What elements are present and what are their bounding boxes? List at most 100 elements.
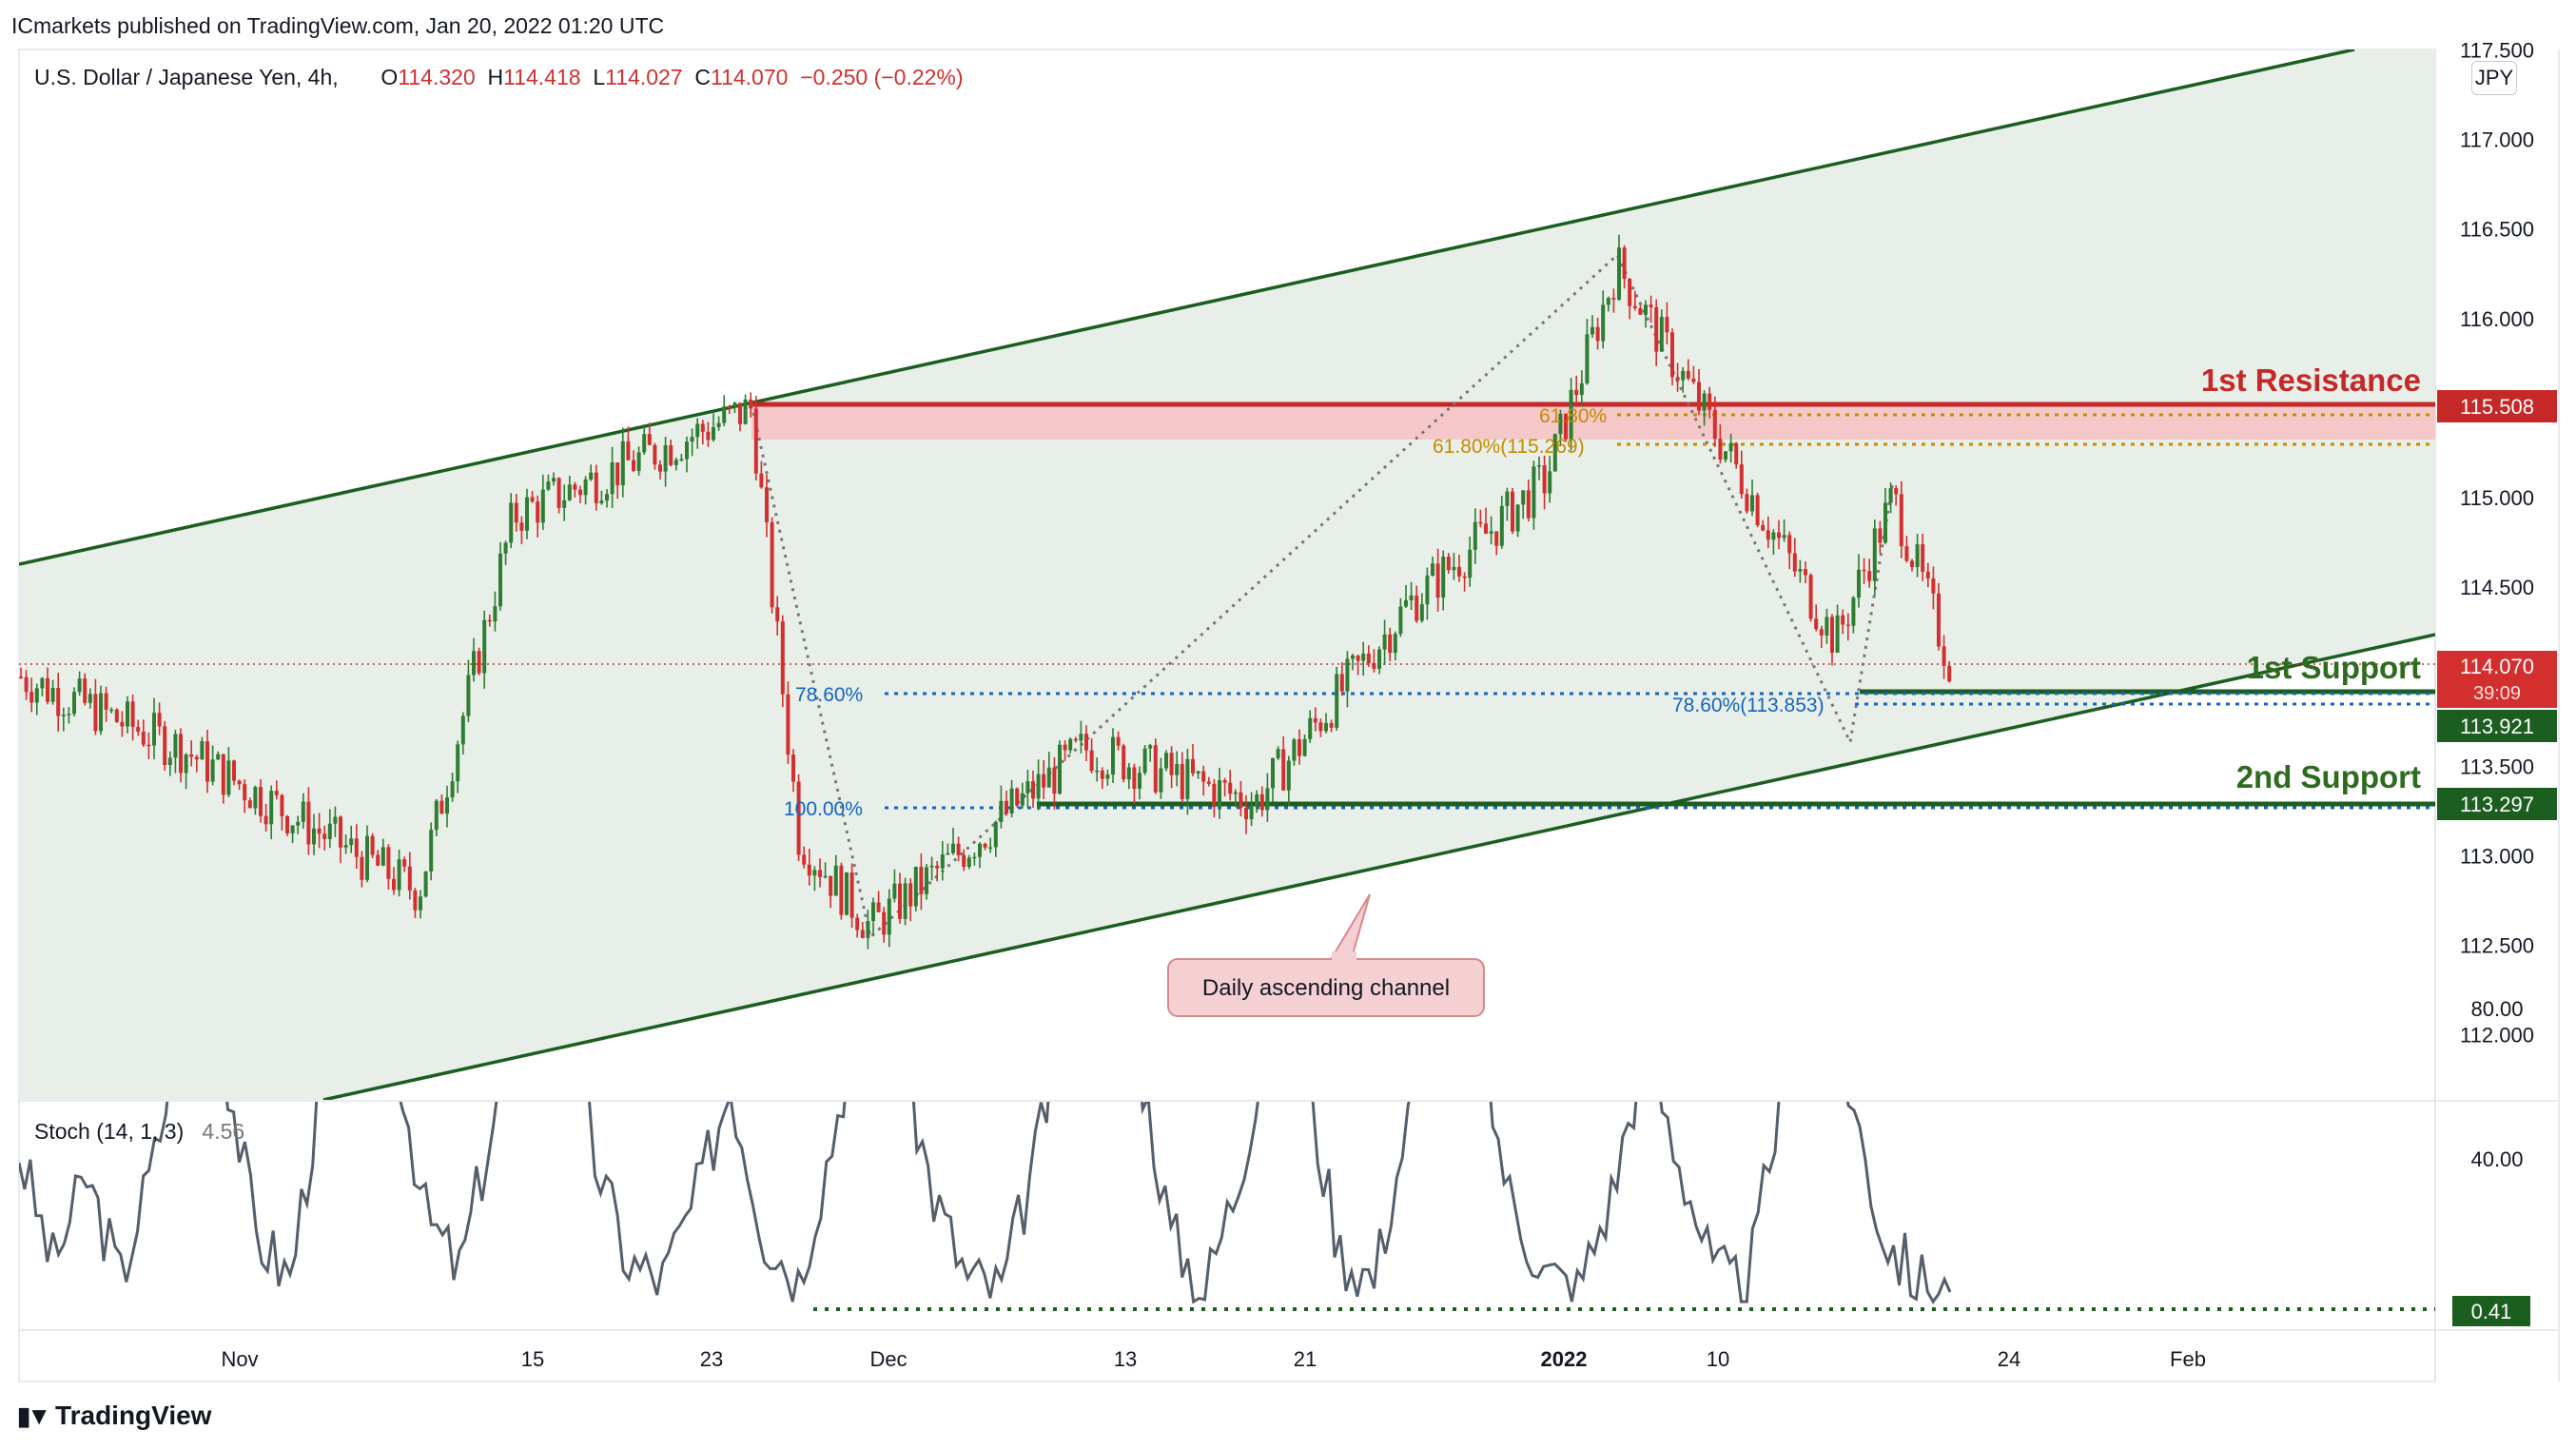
candle-body [946, 852, 950, 855]
candle-body [290, 825, 295, 833]
y-tick-label: 117.500 [2460, 38, 2534, 62]
candle-body [780, 621, 785, 695]
candle-body [189, 754, 194, 757]
stoch-value: 4.56 [202, 1119, 245, 1144]
candle-body [1590, 326, 1594, 335]
candle-body [951, 843, 955, 853]
candle-body [732, 402, 737, 407]
candle-body [327, 823, 332, 839]
candle-body [849, 872, 854, 918]
candle-body [919, 866, 924, 894]
candle-body [1452, 566, 1456, 571]
tradingview-brand[interactable]: ▮▼ TradingView [17, 1401, 211, 1431]
candle-body [247, 800, 252, 809]
candle-body [829, 875, 833, 896]
candle-body [402, 859, 407, 867]
candle-body [1015, 788, 1020, 806]
candle-body [978, 843, 982, 857]
candle-body [269, 791, 274, 825]
resistance-label: 1st Resistance [2201, 362, 2421, 398]
candle-body [1196, 771, 1200, 774]
candle-body [1025, 781, 1030, 794]
channel-lower-line[interactable] [322, 633, 2435, 1100]
fib-618-a-label: 61.80% [1539, 405, 1607, 427]
candle-body [109, 709, 114, 712]
candle-body [525, 497, 529, 531]
resistance-price-tag [2437, 390, 2557, 422]
candle-body [866, 921, 870, 938]
y-tick-label: 112.000 [2460, 1024, 2534, 1048]
fib-786-left-label: 78.60% [795, 684, 863, 706]
candle-body [818, 870, 822, 877]
close-value: 114.070 [710, 65, 789, 89]
x-tick-label: 10 [1707, 1347, 1729, 1371]
candle-body [1728, 442, 1733, 452]
candle-body [1201, 771, 1206, 782]
candle-body [1649, 304, 1653, 307]
candle-body [1180, 764, 1184, 799]
candle-body [1782, 535, 1786, 539]
candle-body [200, 741, 205, 760]
candle-body [706, 431, 711, 441]
candle-body [1446, 557, 1451, 571]
candle-body [546, 481, 551, 490]
channel-upper-line[interactable] [19, 49, 2355, 566]
candle-body [753, 408, 758, 474]
candle-body [397, 859, 401, 891]
candle-body [179, 734, 183, 774]
candle-body [658, 464, 662, 472]
candle-body [157, 713, 162, 727]
x-tick-label: Dec [869, 1347, 907, 1371]
candle-body [1845, 624, 1850, 627]
low-label: L [593, 65, 606, 89]
candle-body [1702, 393, 1707, 411]
candle-body [903, 883, 907, 919]
candle-body [1228, 782, 1233, 794]
candle-body [1686, 370, 1690, 379]
open-value: 114.320 [398, 65, 476, 89]
candle-body [1750, 495, 1754, 512]
candle-body [503, 542, 508, 554]
candle-body [1867, 571, 1872, 581]
candle-body [673, 460, 678, 465]
candle-body [1142, 748, 1147, 774]
candle-body [163, 726, 167, 766]
candle-body [514, 502, 518, 523]
candle-body [791, 754, 795, 782]
candle-body [1521, 490, 1526, 505]
last-price-tag [2437, 651, 2557, 708]
candle-body [882, 911, 887, 935]
callout-box[interactable] [1167, 958, 1485, 1017]
candle-body [232, 760, 236, 781]
candle-body [1036, 774, 1041, 799]
candle-body [1947, 665, 1952, 682]
candle-body [1233, 792, 1238, 794]
candle-body [860, 930, 865, 938]
candle-body [450, 781, 455, 798]
candle-body [1153, 745, 1158, 793]
candle-body [1292, 739, 1297, 761]
candle-body [141, 731, 146, 745]
candle-body [1755, 495, 1760, 526]
candle-body [423, 871, 428, 897]
candle-body [1925, 571, 1930, 578]
candle-body [1457, 566, 1461, 577]
channel-fill [19, 49, 2435, 1100]
candle-body [1515, 504, 1520, 532]
candle-body [727, 406, 732, 408]
candle-body [1814, 618, 1819, 630]
candle-body [493, 606, 498, 622]
candle-body [913, 866, 918, 907]
candle-body [1654, 306, 1659, 352]
candle-body [653, 444, 657, 465]
candle-body [296, 821, 301, 826]
candle-body [1708, 393, 1712, 410]
currency-badge[interactable]: JPY [2471, 61, 2517, 95]
candle-body [1697, 382, 1701, 411]
candle-body [1105, 774, 1110, 779]
candle-body [1595, 326, 1600, 342]
candle-body [530, 497, 535, 502]
candle-body [1265, 788, 1270, 811]
candle-body [243, 784, 247, 801]
